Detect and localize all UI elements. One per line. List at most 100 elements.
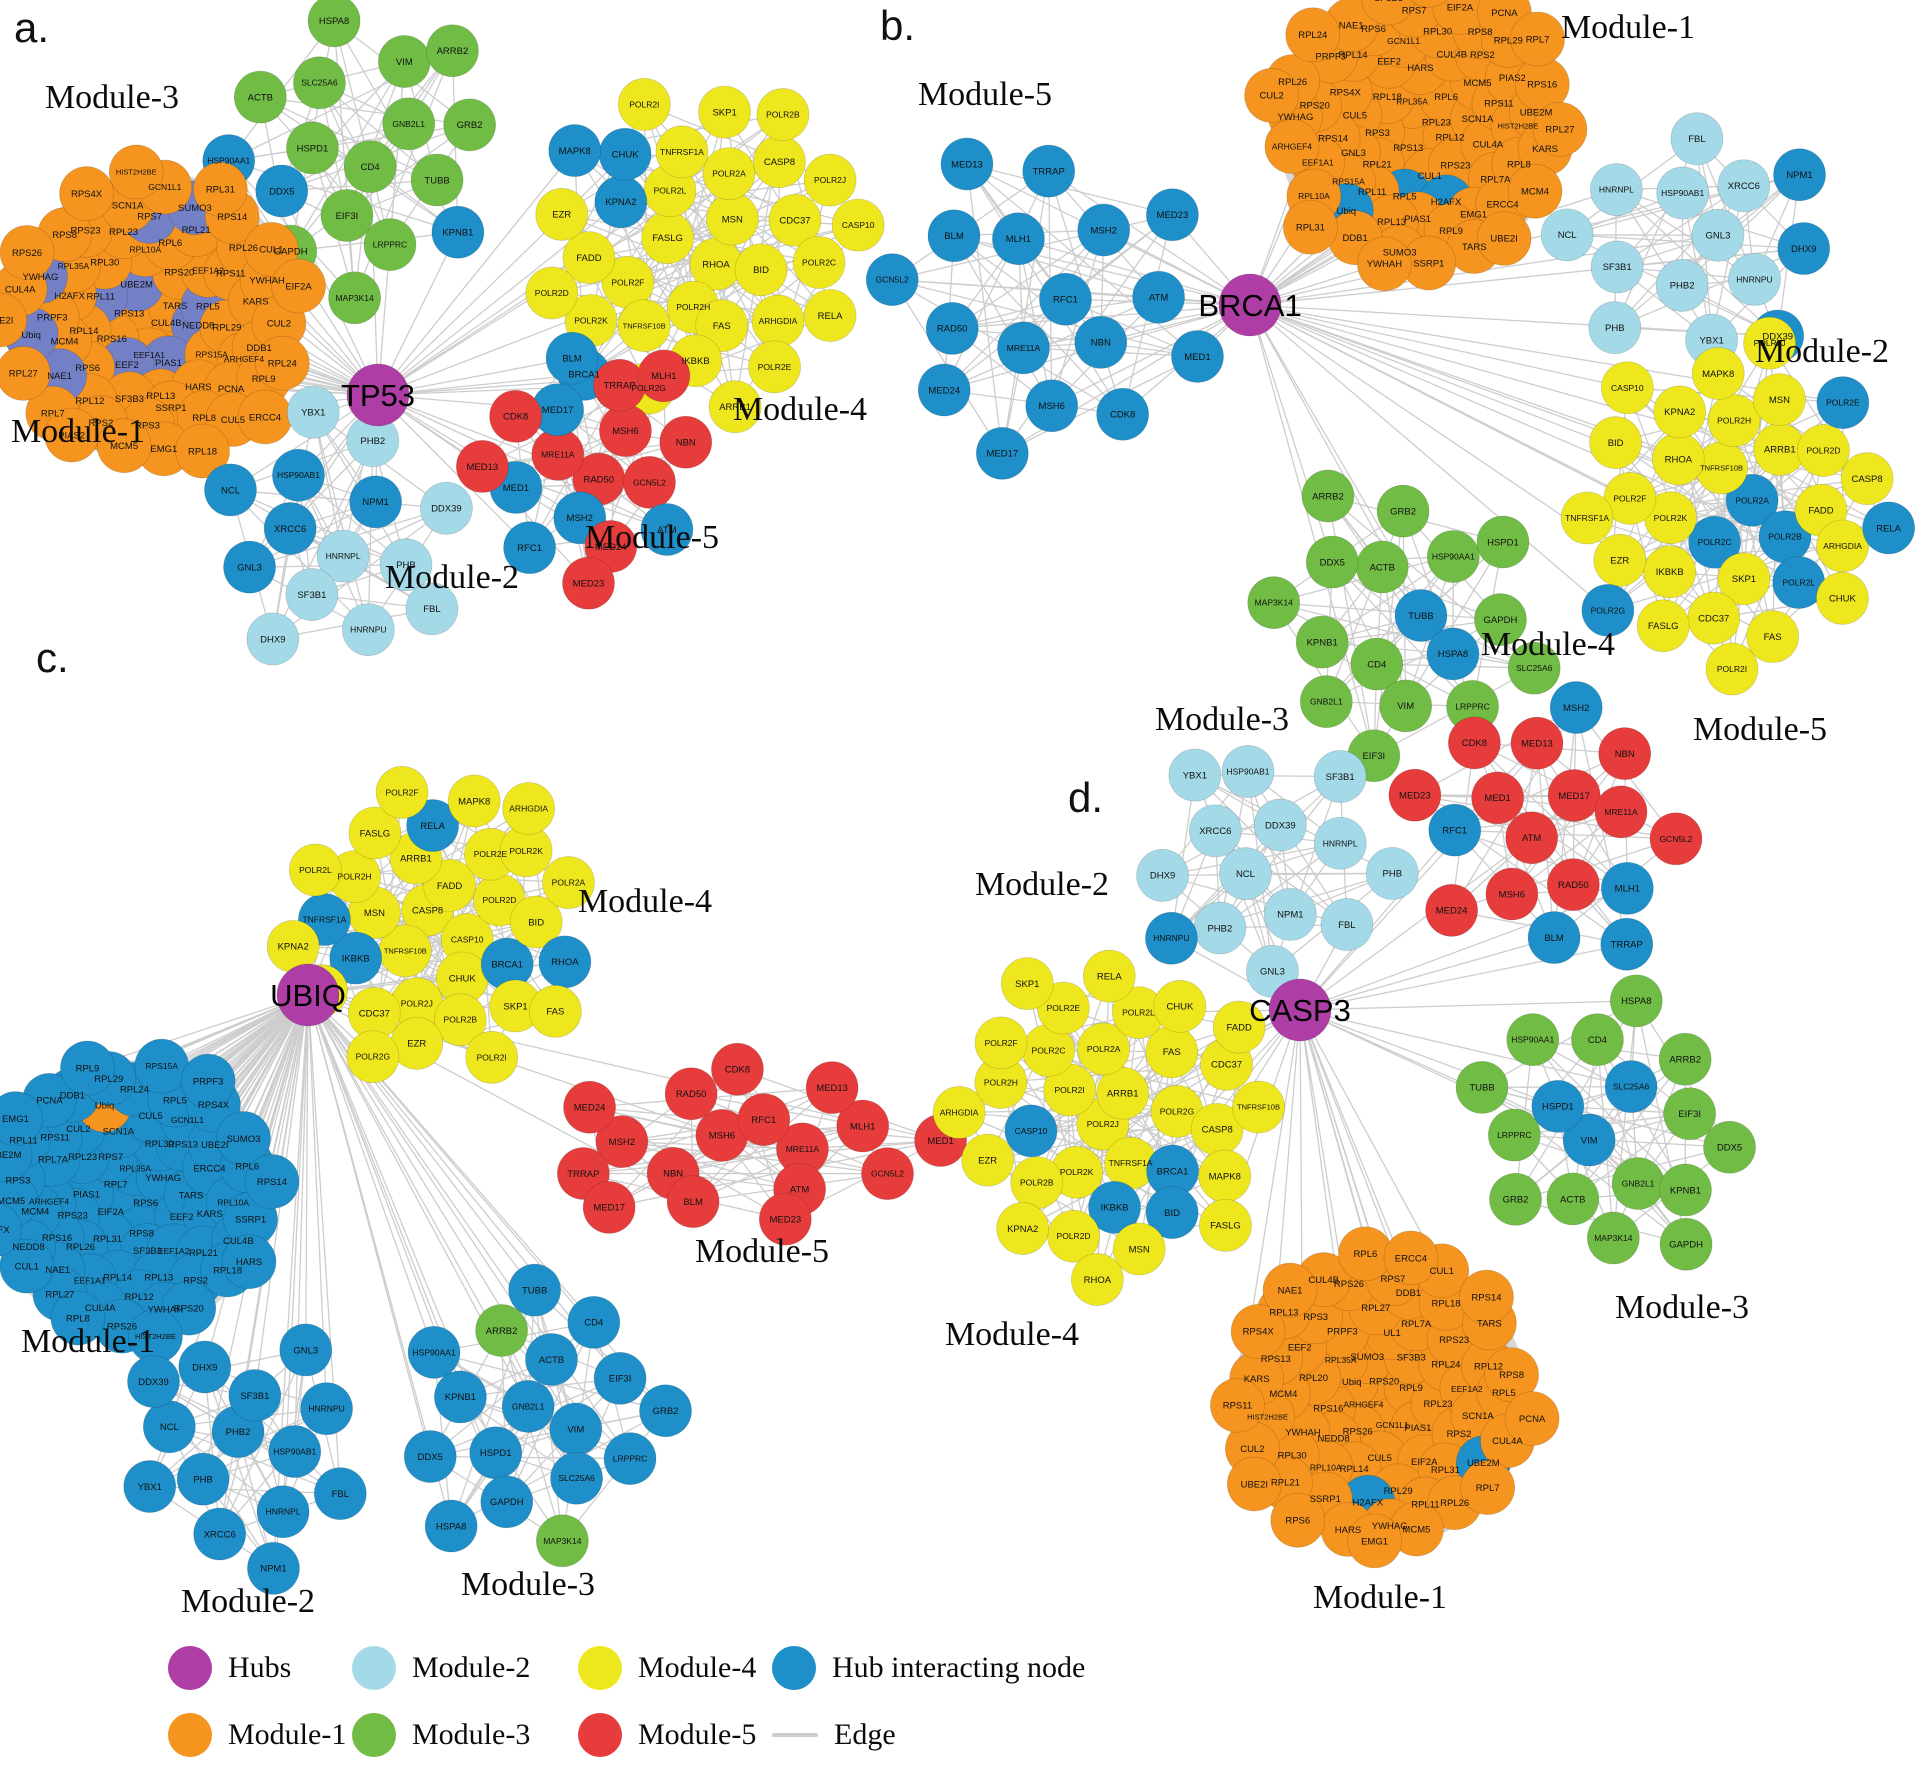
node-EIF3I xyxy=(320,189,374,242)
module-title-module-1: Module-1 xyxy=(1561,9,1695,46)
node-MED23 xyxy=(562,556,615,610)
node-NAE1 xyxy=(1262,1262,1318,1318)
node-NCL xyxy=(204,463,257,517)
node-RPS11 xyxy=(1210,1377,1265,1433)
node-MSH2 xyxy=(595,1115,649,1168)
edge xyxy=(1219,771,1249,929)
hub-edge xyxy=(1249,304,1889,529)
node-RPS4X xyxy=(1230,1304,1286,1359)
node-ARRB2 xyxy=(1301,469,1355,523)
edge xyxy=(1247,771,1348,925)
node-POLR2A xyxy=(702,147,756,200)
node-DDX39 xyxy=(420,481,473,535)
node-MRE11A xyxy=(531,428,585,481)
panel-letter-a: a. xyxy=(14,4,49,51)
node-RPL18 xyxy=(175,423,230,479)
edge xyxy=(953,235,1159,298)
node-DDX5 xyxy=(1305,535,1359,589)
node-UBE2I xyxy=(1476,211,1532,266)
nodes-a xyxy=(0,0,885,666)
hub-edge xyxy=(272,994,309,1569)
node-CASP10 xyxy=(1600,361,1654,415)
node-CDC37 xyxy=(1687,591,1741,645)
node-RFC1 xyxy=(737,1093,791,1146)
node-MED17 xyxy=(975,426,1029,480)
node-TNFRSF1A xyxy=(1560,491,1614,545)
node-DDX5 xyxy=(255,164,309,218)
edge xyxy=(1567,234,1804,250)
hub-edge xyxy=(377,153,626,396)
node-BID xyxy=(1589,416,1642,469)
node-CASP10 xyxy=(831,198,885,252)
nodes-d xyxy=(932,681,1756,1569)
module-title-module-2: Module-2 xyxy=(385,559,519,596)
node-GNL3 xyxy=(223,540,276,594)
node-ATM xyxy=(640,503,694,556)
node-FBL xyxy=(1670,112,1724,166)
node-LRPPRC xyxy=(603,1432,657,1485)
node-BLM xyxy=(1527,911,1581,964)
node-HSPA8 xyxy=(424,1499,478,1553)
hub-edge xyxy=(1172,1009,1301,1172)
hub-edge xyxy=(1249,304,1609,611)
module-title-module-3: Module-3 xyxy=(461,1566,595,1603)
edge xyxy=(1481,1000,1637,1088)
node-HNRNPU xyxy=(341,603,395,656)
hub-label-CASP3: CASP3 xyxy=(1249,993,1351,1028)
node-BID xyxy=(1145,1186,1199,1239)
hub-edge xyxy=(377,394,531,549)
node-GCN5L2 xyxy=(865,253,919,307)
node-HARS xyxy=(221,1234,277,1290)
hub-node-BRCA1 xyxy=(1218,273,1282,337)
node-GRB2 xyxy=(1489,1172,1542,1226)
node-HSP90AB1 xyxy=(272,448,325,502)
node-VIM xyxy=(1562,1113,1616,1167)
node-ARRB2 xyxy=(475,1304,528,1357)
node-BLM xyxy=(666,1175,720,1228)
hub-edge xyxy=(1299,1009,1443,1272)
node-TNFRSF10B xyxy=(1232,1080,1285,1134)
node-NPM1 xyxy=(349,475,402,529)
node-PHB2 xyxy=(1193,901,1247,955)
node-IKBKB xyxy=(1643,545,1697,599)
node-VIM xyxy=(378,35,431,88)
node-PHB xyxy=(1588,301,1642,354)
node-SLC25A6 xyxy=(1507,641,1561,695)
node-DDX5 xyxy=(403,1430,457,1483)
node-RAD50 xyxy=(925,302,979,355)
node-GNB2L1 xyxy=(501,1380,555,1433)
node-MAPK8 xyxy=(447,774,501,828)
hub-edge xyxy=(1249,304,1375,756)
edge xyxy=(230,489,407,566)
node-POLR2B xyxy=(433,993,487,1047)
node-MAPK8 xyxy=(1198,1149,1252,1203)
node-BID xyxy=(509,895,563,949)
module-title-module-1: Module-1 xyxy=(11,413,145,450)
node-HNRNPU xyxy=(1145,911,1198,965)
edge xyxy=(230,489,447,509)
node-KPNB1 xyxy=(431,205,485,259)
node-EZR xyxy=(535,188,589,241)
node-NPM1 xyxy=(1773,148,1826,202)
node-MSN xyxy=(705,192,759,246)
hub-edge xyxy=(1299,1000,1637,1011)
node-CDC37 xyxy=(768,193,822,247)
node-ATM xyxy=(1132,270,1185,324)
node-NBN xyxy=(659,415,713,469)
hub-node-CASP3 xyxy=(1268,978,1332,1042)
node-CASP10 xyxy=(1004,1104,1058,1158)
edge xyxy=(1572,1058,1686,1200)
edge xyxy=(1511,753,1626,895)
node-POLR2J xyxy=(1743,316,1796,370)
node-SF3B1 xyxy=(1590,240,1644,294)
node-GAPDH xyxy=(480,1475,534,1529)
node-IKBKB xyxy=(329,931,383,985)
edge xyxy=(1616,189,1755,280)
node-LRPPRC xyxy=(363,218,417,271)
node-MED1 xyxy=(1171,330,1224,383)
module-title-module-5: Module-5 xyxy=(695,1233,829,1270)
hub-edge xyxy=(1299,829,1456,1011)
node-MSH6 xyxy=(599,404,652,458)
node-MCM5 xyxy=(96,418,152,473)
node-RHOA xyxy=(1071,1253,1124,1306)
